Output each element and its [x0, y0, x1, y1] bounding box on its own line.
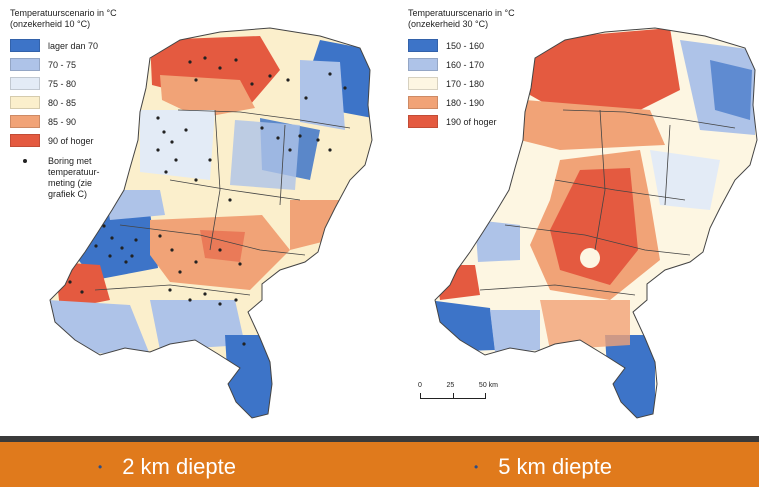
scale-tick-label: 0	[418, 382, 422, 389]
legend-item: 170 - 180	[408, 74, 515, 93]
legend-title-line: Temperatuurscenario in °C	[408, 8, 515, 18]
legend-item: 70 - 75	[10, 55, 117, 74]
footer-divider	[0, 436, 759, 442]
legend-swatch	[408, 39, 438, 52]
legend-item: 85 - 90	[10, 112, 117, 131]
legend-subtitle-line: (onzekerheid 10 °C)	[10, 19, 91, 29]
legend-swatch	[10, 77, 40, 90]
legend-item: 150 - 160	[408, 36, 515, 55]
legend-label: 160 - 170	[446, 59, 485, 70]
scale-bar: 0 25 50 km	[418, 382, 498, 408]
legend-title: Temperatuurscenario in °C (onzekerheid 1…	[10, 8, 117, 30]
legend-label: 90 of hoger	[48, 135, 94, 146]
legend-title-line: Temperatuurscenario in °C	[10, 8, 117, 18]
scale-tick-label: 50 km	[478, 382, 498, 389]
legend-swatch	[408, 77, 438, 90]
caption-label: 5 km diepte	[498, 454, 612, 479]
legend-item: 160 - 170	[408, 55, 515, 74]
map-2km-panel: Temperatuurscenario in °C (onzekerheid 1…	[0, 0, 379, 436]
legend-swatch	[10, 134, 40, 147]
scale-tick-labels: 0 25 50 km	[418, 382, 498, 389]
legend-2km: Temperatuurscenario in °C (onzekerheid 1…	[10, 8, 117, 200]
boring-dot-icon	[23, 159, 27, 163]
legend-swatch	[10, 115, 40, 128]
legend-swatch	[408, 115, 438, 128]
legend-subtitle-line: (onzekerheid 30 °C)	[408, 19, 489, 29]
bullet-icon: •	[474, 460, 479, 474]
legend-title: Temperatuurscenario in °C (onzekerheid 3…	[408, 8, 515, 30]
boring-legend: Boring met temperatuur-meting (zie grafi…	[10, 156, 117, 200]
legend-label: lager dan 70	[48, 40, 99, 51]
legend-label: 190 of hoger	[446, 116, 497, 127]
legend-label: 75 - 80	[48, 78, 77, 89]
legend-swatch	[10, 39, 40, 52]
legend-swatch	[408, 96, 438, 109]
caption-bar: • 2 km diepte • 5 km diepte	[0, 442, 759, 487]
legend-label: 85 - 90	[48, 116, 77, 127]
legend-item: lager dan 70	[10, 36, 117, 55]
netherlands-map-5km	[380, 0, 759, 436]
bullet-icon: •	[98, 460, 103, 474]
scale-tick-label: 25	[446, 382, 455, 389]
scale-line	[420, 393, 486, 399]
legend-item: 75 - 80	[10, 74, 117, 93]
netherlands-map-2km	[0, 0, 379, 436]
legend-item: 180 - 190	[408, 93, 515, 112]
legend-item: 80 - 85	[10, 93, 117, 112]
caption-5km: • 5 km diepte	[474, 454, 612, 480]
legend-label: 170 - 180	[446, 78, 485, 89]
legend-item: 90 of hoger	[10, 131, 117, 150]
legend-swatch	[408, 58, 438, 71]
legend-swatch	[10, 96, 40, 109]
caption-label: 2 km diepte	[122, 454, 236, 479]
legend-swatch	[10, 58, 40, 71]
legend-label: 150 - 160	[446, 40, 485, 51]
boring-legend-label: Boring met temperatuur-meting (zie grafi…	[48, 156, 100, 199]
legend-item: 190 of hoger	[408, 112, 515, 131]
map-5km-panel: Temperatuurscenario in °C (onzekerheid 3…	[380, 0, 759, 436]
legend-label: 80 - 85	[48, 97, 77, 108]
caption-2km: • 2 km diepte	[98, 454, 236, 480]
legend-5km: Temperatuurscenario in °C (onzekerheid 3…	[408, 8, 515, 131]
legend-label: 70 - 75	[48, 59, 77, 70]
legend-label: 180 - 190	[446, 97, 485, 108]
